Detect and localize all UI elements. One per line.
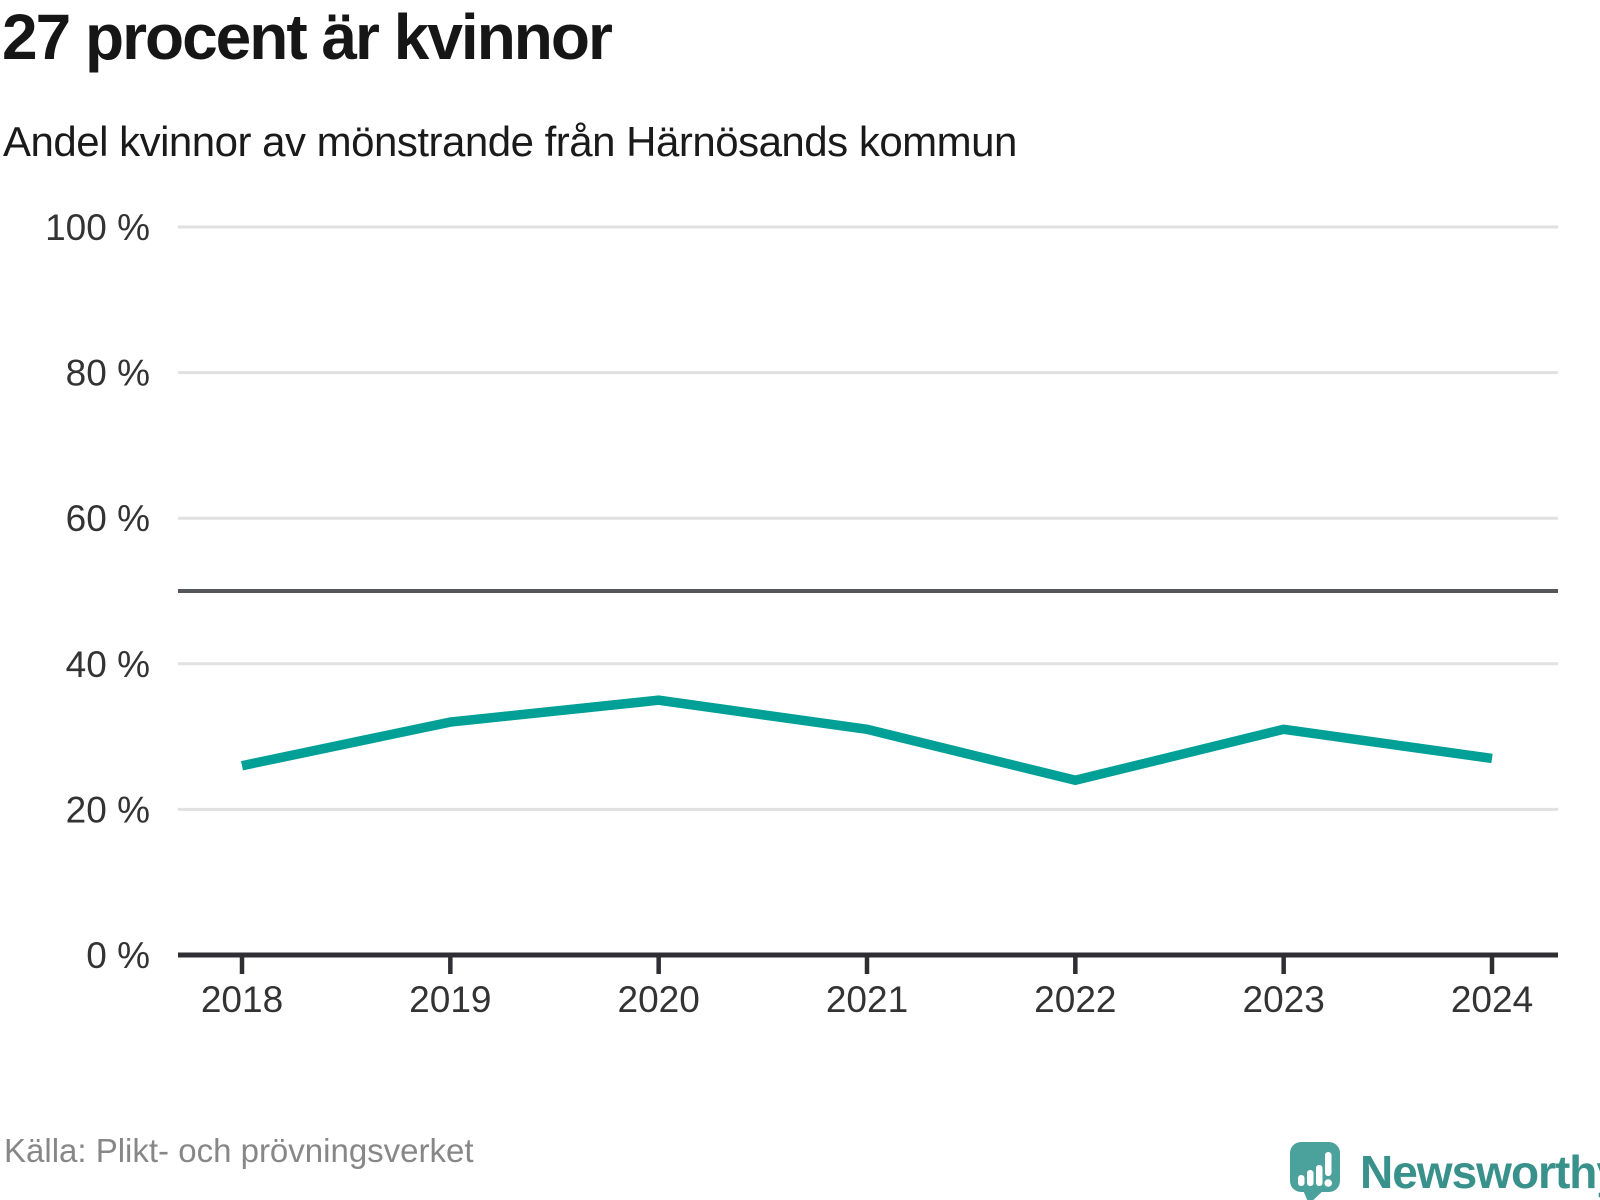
y-tick-label: 100 %: [45, 207, 150, 248]
x-tick-label: 2023: [1243, 979, 1325, 1020]
x-tick-label: 2021: [826, 979, 908, 1020]
x-tick-label: 2024: [1451, 979, 1533, 1020]
x-tick-label: 2018: [201, 979, 283, 1020]
y-tick-label: 0 %: [86, 935, 150, 976]
y-tick-label: 80 %: [66, 353, 150, 394]
y-tick-label: 40 %: [66, 644, 150, 685]
newsworthy-logo: Newsworthy: [1290, 1142, 1600, 1200]
y-tick-label: 60 %: [66, 498, 150, 539]
x-tick-label: 2019: [409, 979, 491, 1020]
y-tick-label: 20 %: [66, 789, 150, 830]
source-note: Källa: Plikt- och prövningsverket: [4, 1132, 474, 1169]
x-tick-label: 2020: [618, 979, 700, 1020]
brand-name: Newsworthy: [1360, 1146, 1600, 1198]
page-title: 27 procent är kvinnor: [2, 1, 613, 73]
newsworthy-bubble-chart-icon: [1290, 1142, 1340, 1200]
data-line: [241, 695, 1493, 786]
chart-subtitle: Andel kvinnor av mönstrande från Härnösa…: [3, 118, 1017, 165]
x-tick-label: 2022: [1034, 979, 1116, 1020]
